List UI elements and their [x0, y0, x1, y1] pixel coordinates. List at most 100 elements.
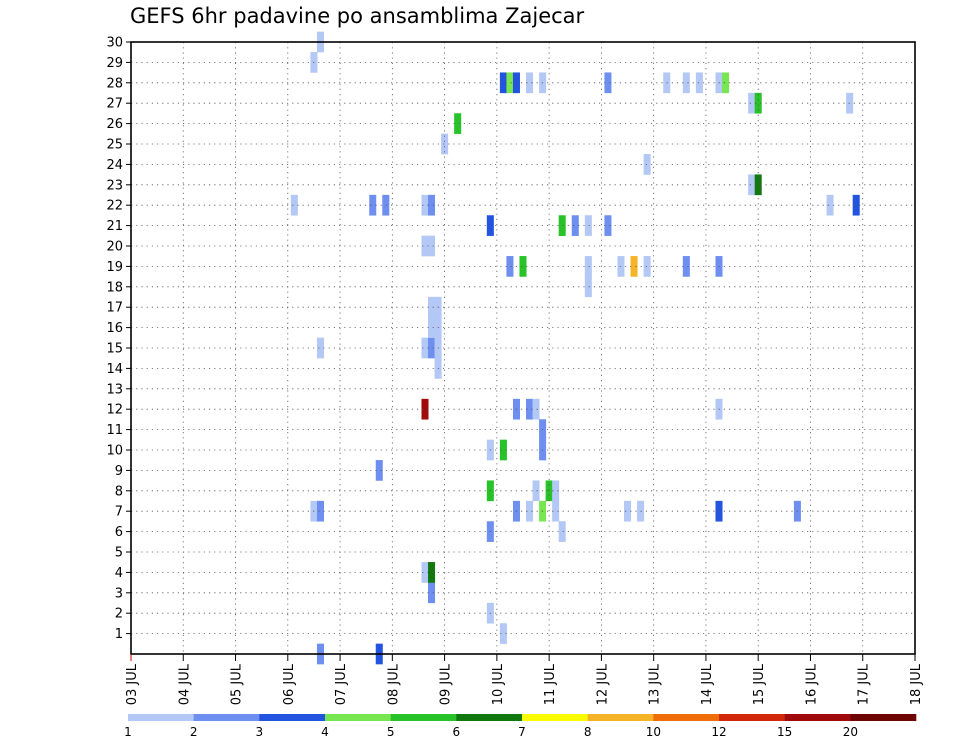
precip-cell	[316, 337, 324, 359]
colorbar-segment	[193, 714, 260, 721]
colorbar-label: 8	[584, 725, 592, 739]
y-tick-label: 18	[106, 280, 123, 295]
colorbar-segment	[456, 714, 523, 721]
colorbar-segment	[587, 714, 654, 721]
y-tick-label: 16	[106, 321, 123, 336]
y-tick-label: 25	[106, 138, 123, 153]
x-tick-label: 04 JUL	[177, 663, 192, 705]
x-tick-label: 13 JUL	[648, 663, 663, 705]
precip-cell	[748, 92, 756, 114]
colorbar-segment	[259, 714, 326, 721]
x-axis: 03 JUL 04 JUL 05 JUL 06 JUL 07 JUL 08 JUL 09 J…	[125, 654, 924, 705]
x-tick-label: 11 JUL	[543, 663, 558, 705]
colorbar-label: 10	[646, 725, 661, 739]
precip-cell	[421, 398, 429, 420]
y-tick-label: 20	[106, 240, 123, 255]
colorbar-segment	[325, 714, 391, 721]
precip-cell	[499, 439, 507, 461]
precip-cell	[604, 215, 612, 236]
y-tick-label: 22	[106, 199, 123, 214]
precip-cell	[428, 194, 436, 216]
colorbar-segment	[784, 714, 851, 721]
precip-cell	[428, 337, 436, 359]
x-tick-label: 16 JUL	[804, 663, 819, 705]
y-tick-label: 27	[106, 97, 123, 112]
precip-cell	[584, 256, 592, 277]
y-tick-label: 3	[115, 586, 123, 601]
precip-cell	[428, 296, 436, 318]
precip-cell	[571, 215, 579, 236]
y-tick-label: 12	[106, 403, 123, 418]
colorbar-segment	[128, 714, 194, 721]
precip-cell	[369, 194, 377, 216]
colorbar-label: 7	[518, 725, 526, 739]
colorbar-segment	[719, 714, 785, 721]
colorbar-segment	[522, 714, 588, 721]
x-tick-label: 17 JUL	[857, 663, 872, 705]
precip-cell	[584, 276, 592, 298]
x-tick-label: 06 JUL	[282, 663, 297, 705]
y-tick-label: 11	[106, 423, 123, 438]
y-tick-label: 28	[106, 76, 123, 91]
y-tick-label: 24	[106, 158, 123, 173]
precip-cell	[852, 194, 860, 216]
precip-cell	[826, 194, 834, 216]
x-tick-label: 15 JUL	[752, 663, 767, 705]
colorbar-label: 6	[453, 725, 461, 739]
x-tick-label: 14 JUL	[700, 663, 715, 705]
precip-cell	[375, 460, 383, 481]
y-tick-label: 21	[106, 219, 123, 234]
y-tick-label: 2	[115, 607, 123, 622]
precip-cell	[630, 256, 638, 277]
colorbar-label: 5	[387, 725, 395, 739]
precip-cell	[584, 215, 592, 236]
precip-cell	[526, 500, 534, 522]
colorbar-label: 12	[711, 725, 726, 739]
precip-cell	[506, 72, 514, 94]
y-tick-label: 5	[115, 546, 123, 561]
precip-cell	[382, 194, 390, 216]
x-tick-label: 08 JUL	[386, 663, 401, 705]
precip-cell	[558, 215, 566, 236]
y-tick-label: 26	[106, 117, 123, 132]
y-tick-label: 4	[115, 566, 123, 581]
precip-cell	[290, 194, 298, 216]
precip-cell	[532, 398, 540, 420]
y-tick-label: 23	[106, 178, 123, 193]
y-tick-label: 19	[106, 260, 123, 275]
colorbar-label: 2	[190, 725, 198, 739]
y-tick-label: 9	[115, 464, 123, 479]
precip-cell	[421, 235, 429, 257]
precip-cell	[604, 72, 612, 94]
y-tick-label: 17	[106, 301, 123, 316]
x-tick-label: 12 JUL	[595, 663, 610, 705]
precip-cell	[722, 72, 730, 94]
x-tick-label: 03 JUL	[125, 663, 140, 705]
precip-cell	[545, 480, 553, 502]
precip-cell	[682, 256, 690, 277]
precip-cell	[441, 133, 449, 155]
colorbar-label: 20	[843, 725, 858, 739]
precip-cell	[499, 623, 507, 644]
precip-cell	[643, 154, 651, 175]
precip-cell	[643, 256, 651, 277]
colorbar-segment	[653, 714, 720, 721]
x-tick-label: 09 JUL	[439, 663, 454, 705]
y-tick-label: 15	[106, 342, 123, 357]
precip-cell	[421, 194, 429, 216]
colorbar-label: 15	[777, 725, 792, 739]
precip-cell	[428, 235, 436, 257]
precip-cell	[682, 72, 690, 94]
precip-cell	[428, 317, 436, 338]
x-tick-label: 05 JUL	[230, 663, 245, 705]
y-tick-label: 13	[106, 382, 123, 397]
precip-cell	[519, 256, 527, 277]
precip-cell	[637, 500, 645, 522]
precip-cell	[428, 562, 436, 583]
precip-cell	[695, 72, 703, 94]
y-axis: 1234567891011121314151617181920212223242…	[106, 36, 131, 642]
precip-cell	[421, 337, 429, 359]
precip-cell	[754, 174, 762, 196]
precip-cell	[526, 72, 534, 94]
precip-cell	[454, 113, 462, 134]
